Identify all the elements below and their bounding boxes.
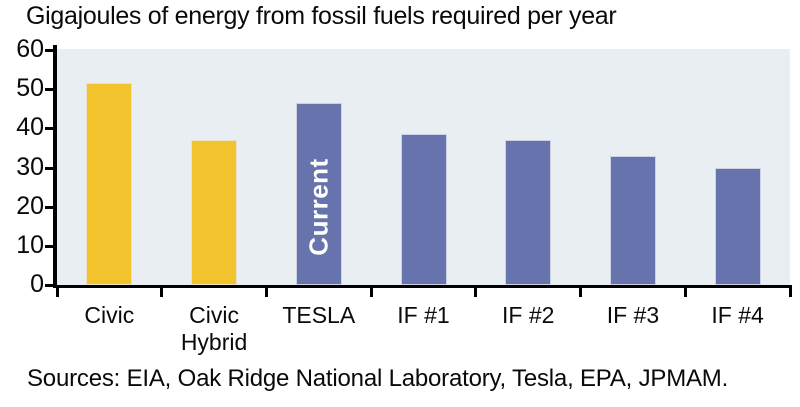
- y-axis-line: [53, 45, 57, 288]
- x-axis-label-line: IF #4: [711, 302, 764, 328]
- x-axis-label-line: IF #3: [606, 302, 660, 328]
- y-axis-tick-label: 10: [16, 230, 44, 259]
- x-axis-label-if-#1: IF #1: [371, 302, 476, 329]
- bar-civic: [86, 83, 133, 285]
- x-axis-tick: [788, 288, 792, 297]
- bar-if-#1: [400, 134, 447, 285]
- y-axis-tick-label: 20: [16, 191, 44, 220]
- bar-tesla: [295, 102, 342, 285]
- y-axis-tick-label: 30: [16, 152, 44, 181]
- bar-if-#4: [714, 167, 761, 285]
- bar-civic-hybrid: [191, 140, 238, 285]
- x-axis-tick: [264, 288, 268, 297]
- x-axis-label-civic-hybrid: Civic Hybrid: [162, 302, 267, 356]
- x-axis-tick: [474, 288, 478, 297]
- x-axis-label-if-#3: IF #3: [581, 302, 686, 329]
- bar-if-#3: [609, 155, 656, 285]
- x-axis-label-tesla: TESLA: [266, 302, 371, 329]
- x-axis-label-if-#4: IF #4: [685, 302, 790, 329]
- x-axis-label-line: IF #1: [397, 302, 450, 328]
- x-axis-tick: [160, 288, 164, 297]
- x-axis-line: [53, 285, 792, 288]
- x-axis-tick: [55, 288, 59, 297]
- x-axis-label-line: Civic: [189, 302, 239, 328]
- y-axis-tick: [45, 284, 54, 287]
- y-axis-tick-label: 60: [16, 35, 44, 63]
- x-axis-label-if-#2: IF #2: [476, 302, 581, 329]
- y-axis-tick-label: 40: [16, 113, 44, 142]
- y-axis-tick-label: 50: [16, 74, 44, 103]
- y-axis-tick: [45, 88, 54, 92]
- x-axis-tick: [369, 288, 373, 297]
- x-axis-label-line: IF #2: [501, 302, 555, 328]
- x-axis-label-civic: Civic: [57, 302, 162, 329]
- bar-if-#2: [505, 140, 552, 285]
- sources-text: Sources: EIA, Oak Ridge National Laborat…: [27, 365, 729, 392]
- x-axis-label-line: Civic: [84, 302, 135, 328]
- y-axis-tick: [45, 127, 54, 131]
- x-axis-label-line: Hybrid: [180, 329, 248, 355]
- chart-title: Gigajoules of energy from fossil fuels r…: [26, 2, 617, 30]
- y-axis-tick: [45, 244, 54, 248]
- y-axis-tick: [45, 166, 54, 170]
- y-axis-tick-label: 0: [30, 270, 44, 298]
- x-axis-label-line: TESLA: [282, 302, 356, 328]
- x-axis-tick: [683, 288, 687, 297]
- current-bar-annotation: Current: [303, 157, 334, 256]
- y-axis-tick: [45, 49, 54, 52]
- y-axis-tick: [45, 205, 54, 209]
- x-axis-tick: [579, 288, 583, 297]
